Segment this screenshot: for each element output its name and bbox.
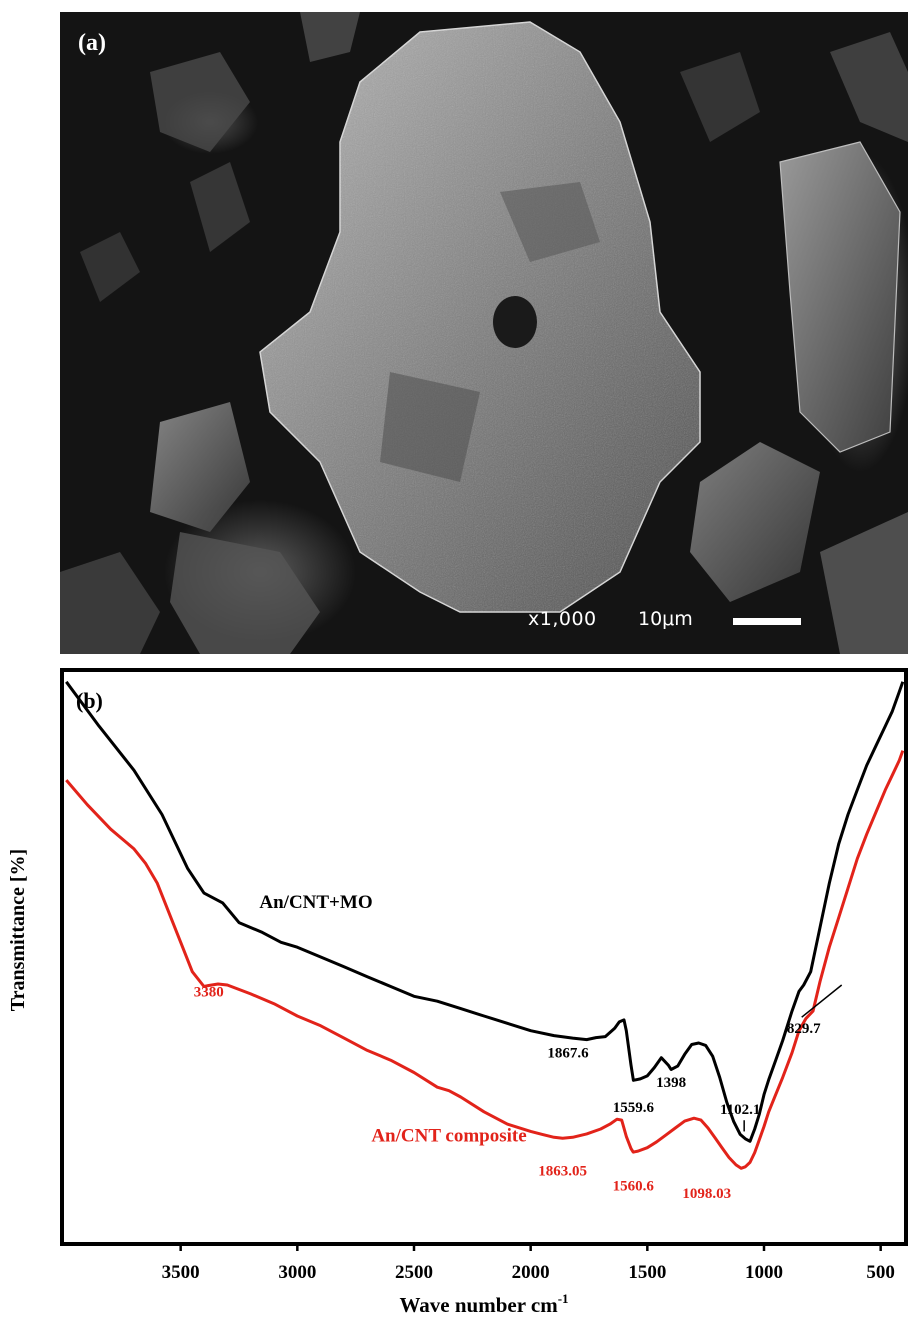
series-line-an-cnt-composite [65, 750, 905, 1170]
peak-label: 829.7 [787, 1021, 821, 1037]
right-shard [779, 141, 901, 453]
peak-label: 3380 [194, 984, 224, 1000]
pore [493, 296, 537, 348]
left-shard [150, 402, 250, 532]
series-layer [65, 680, 905, 1170]
magnification-label: x1,000 [528, 608, 597, 630]
plot-frame [60, 668, 908, 1246]
x-tick-label: 2000 [512, 1262, 550, 1283]
series-line-an-cnt-mo [65, 680, 905, 1143]
peak-label: 1560.6 [613, 1178, 655, 1194]
panel-b-label: (b) [76, 688, 103, 713]
scale-bar [733, 618, 801, 625]
peak-leader-line [801, 984, 843, 1018]
peak-label: 1398 [656, 1075, 686, 1091]
x-axis-label: Wave number cm-1 [399, 1291, 568, 1317]
scale-bar-label: 10μm [638, 608, 693, 630]
peak-label: 1102.1 [720, 1102, 760, 1118]
x-tick-label: 3000 [278, 1262, 316, 1283]
panel-a-label: (a) [78, 30, 106, 56]
series-name-label: An/CNT composite [371, 1125, 526, 1146]
y-axis-label: Transmittance [%] [7, 849, 29, 1011]
x-tick-label: 3500 [162, 1262, 200, 1283]
x-axis-ticks: 3500 3000 2500 2000 1500 1000 500 [162, 1244, 895, 1283]
sem-particles [60, 12, 908, 654]
peak-label: 1559.6 [613, 1100, 655, 1116]
sem-image: (a) x1,000 10μm [60, 12, 908, 654]
peak-label: 1863.05 [538, 1164, 587, 1180]
x-tick-label: 1500 [628, 1262, 666, 1283]
x-axis-label-text: Wave number cm [399, 1293, 558, 1317]
x-tick-label: 2500 [395, 1262, 433, 1283]
peak-label: 1098.03 [682, 1186, 731, 1202]
peak-label: 1867.6 [547, 1046, 589, 1062]
x-tick-label: 1000 [745, 1262, 783, 1283]
series-name-label: An/CNT+MO [259, 892, 372, 913]
x-axis-label-superscript: -1 [558, 1291, 569, 1306]
x-tick-label: 500 [866, 1262, 895, 1283]
